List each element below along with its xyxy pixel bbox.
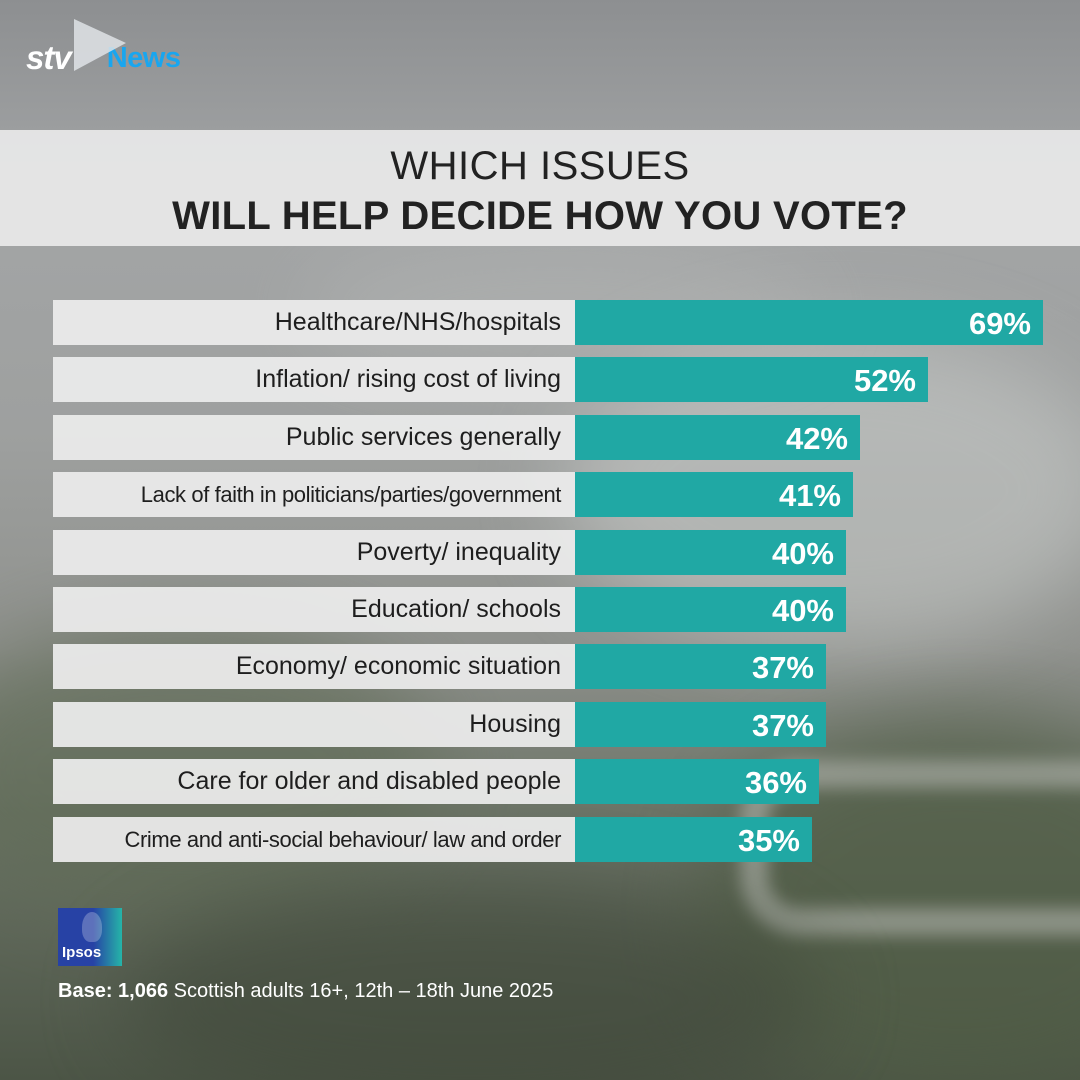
- bar: 37%: [575, 701, 826, 747]
- bar-value-label: 69%: [968, 306, 1031, 341]
- category-label: Economy/ economic situation: [235, 652, 561, 681]
- ipsos-logo-text: Ipsos: [62, 944, 102, 961]
- category-label-box: Lack of faith in politicians/parties/gov…: [53, 472, 575, 518]
- bar: 41%: [575, 472, 853, 518]
- news-logo-text: News: [106, 41, 181, 74]
- chart-title-line1: WHICH ISSUES: [390, 144, 690, 188]
- base-text: Scottish adults 16+, 12th – 18th June 20…: [173, 980, 554, 1002]
- base-note: Base: 1,066 Scottish adults 16+, 12th – …: [58, 980, 553, 1003]
- stv-logo-text: stv: [26, 39, 72, 76]
- title-band: WHICH ISSUES WILL HELP DECIDE HOW YOU VO…: [0, 130, 1080, 246]
- category-label: Poverty/ inequality: [356, 537, 561, 566]
- bar: 52%: [575, 357, 928, 403]
- category-label-box: Economy/ economic situation: [53, 644, 575, 690]
- bar: 69%: [575, 300, 1043, 345]
- category-label: Inflation/ rising cost of living: [255, 365, 561, 394]
- bar-value-label: 36%: [744, 765, 807, 801]
- category-label: Crime and anti-social behaviour/ law and…: [124, 826, 562, 852]
- bar-value-label: 52%: [853, 363, 916, 399]
- category-label: Healthcare/NHS/hospitals: [274, 308, 561, 336]
- ipsos-logo: Ipsos: [58, 908, 122, 966]
- category-label: Housing: [469, 709, 561, 738]
- bar-value-label: 41%: [778, 478, 841, 514]
- category-label-box: Housing: [53, 701, 575, 747]
- bar: 36%: [575, 759, 819, 805]
- bar-value-label: 40%: [771, 535, 834, 571]
- category-label-box: Care for older and disabled people: [53, 759, 575, 805]
- stv-news-logo: stv News: [26, 19, 181, 88]
- base-count: 1,066: [118, 980, 169, 1002]
- category-label-box: Poverty/ inequality: [53, 529, 575, 575]
- bar: 40%: [575, 587, 846, 632]
- bar: 42%: [575, 414, 860, 460]
- bar-value-label: 40%: [771, 593, 834, 628]
- category-label: Lack of faith in politicians/parties/gov…: [140, 482, 562, 508]
- ipsos-head-icon: [82, 912, 102, 942]
- bar-value-label: 37%: [751, 650, 814, 686]
- category-label: Public services generally: [285, 422, 561, 451]
- bar: 37%: [575, 644, 826, 690]
- category-label-box: Healthcare/NHS/hospitals: [53, 300, 575, 345]
- bar: 40%: [575, 529, 846, 575]
- bar-value-label: 35%: [737, 822, 800, 858]
- category-label: Education/ schools: [351, 595, 561, 623]
- stv-logo: stv: [26, 19, 126, 77]
- category-label-box: Public services generally: [53, 414, 575, 460]
- category-label-box: Education/ schools: [53, 587, 575, 632]
- bar-value-label: 42%: [785, 420, 848, 456]
- category-label: Care for older and disabled people: [177, 767, 561, 796]
- base-label: Base:: [58, 980, 113, 1002]
- play-triangle-icon: [74, 19, 126, 71]
- category-label-box: Crime and anti-social behaviour/ law and…: [53, 816, 575, 862]
- category-label-box: Inflation/ rising cost of living: [53, 357, 575, 403]
- bar: 35%: [575, 816, 812, 862]
- bar-value-label: 37%: [751, 707, 814, 743]
- chart-title-line2: WILL HELP DECIDE HOW YOU VOTE?: [172, 194, 908, 238]
